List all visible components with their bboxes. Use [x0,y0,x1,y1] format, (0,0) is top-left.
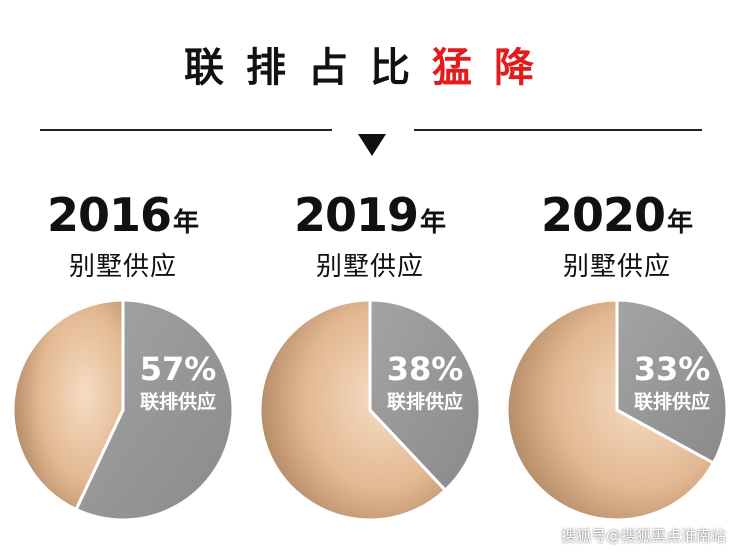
pie-slice-label: 联排供应 [634,390,710,413]
chart-year-suffix: 年 [420,208,447,238]
divider-right [414,129,702,131]
chart-subtitle: 别墅供应 [68,252,177,282]
chart-year-suffix: 年 [173,208,200,238]
chart-year: 2020 [540,188,666,242]
chart-header-2016: 2016年 别墅供应 [0,188,246,283]
pie-slice-label: 联排供应 [140,390,216,413]
chart-header-2019: 2019年 别墅供应 [247,188,493,283]
chart-year: 2019 [293,188,419,242]
chart-year-suffix: 年 [667,208,694,238]
pie-slice-townhouse [74,298,235,522]
title-plain: 联排占比 [184,45,432,91]
pie-value-label: 57% [140,350,217,388]
pie-slice-townhouse [615,298,729,466]
page-title: 联排占比猛降 [0,40,740,96]
pie-slice-other [505,298,716,522]
chart-subtitle: 别墅供应 [562,252,671,282]
pie-slice-townhouse [368,298,482,493]
chart-subtitle: 别墅供应 [315,252,424,282]
down-arrow-icon [358,134,386,156]
pie-slice-label: 联排供应 [387,390,463,413]
chart-header-2020: 2020年 别墅供应 [494,188,740,283]
pie-value-label: 38% [387,350,464,388]
pie-value-label: 33% [634,350,711,388]
title-accent: 猛降 [432,45,556,91]
pie-slice-other [11,298,125,512]
divider-left [40,129,332,131]
pie-slice-other [258,298,448,522]
chart-year: 2016 [46,188,172,242]
watermark: 搜狐号@搜狐黑点淮南站 [560,527,726,545]
